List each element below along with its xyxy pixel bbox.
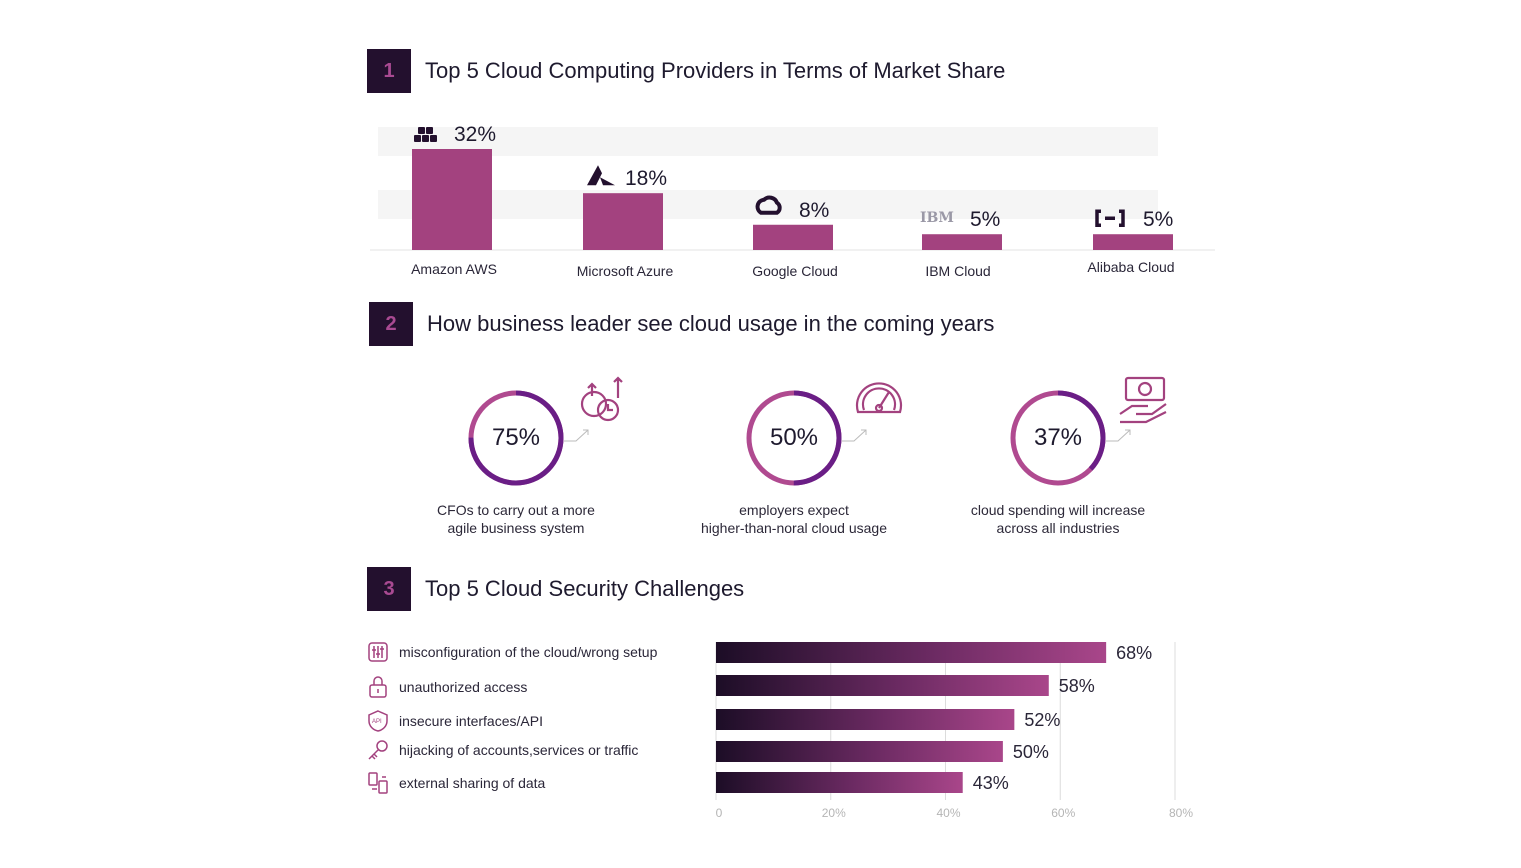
alibaba-cloud-logo-icon bbox=[1095, 209, 1125, 227]
stat-value: 50% bbox=[769, 424, 819, 451]
stat-description-line: employers expect bbox=[739, 502, 849, 518]
settings-sliders-icon bbox=[368, 642, 388, 662]
challenge-bar bbox=[716, 675, 1049, 696]
stat-ring: 37% bbox=[1008, 388, 1108, 488]
section-title: Top 5 Cloud Computing Providers in Terms… bbox=[425, 58, 1006, 83]
arrow-icon bbox=[1106, 429, 1131, 442]
challenge-row: API insecure interfaces/API bbox=[366, 709, 543, 733]
value-label: 32% bbox=[454, 123, 496, 146]
value-label: 5% bbox=[970, 208, 1000, 231]
challenge-bar bbox=[716, 772, 963, 793]
speedometer-icon bbox=[855, 382, 903, 414]
category-label: IBM Cloud bbox=[925, 263, 990, 279]
category-label: Google Cloud bbox=[752, 263, 838, 279]
x-tick-label: 20% bbox=[822, 806, 846, 820]
section-2-heading: 2 How business leader see cloud usage in… bbox=[369, 302, 994, 346]
challenge-label: insecure interfaces/API bbox=[399, 713, 543, 729]
stat-value: 75% bbox=[491, 424, 541, 451]
x-tick-label: 0 bbox=[716, 806, 723, 820]
bar bbox=[1093, 234, 1173, 250]
arrow-icon bbox=[842, 429, 867, 442]
challenge-label: external sharing of data bbox=[399, 775, 546, 791]
stat-description: cloud spending will increase across all i… bbox=[928, 501, 1188, 537]
value-label: 50% bbox=[1013, 742, 1049, 762]
section-number-badge: 2 bbox=[369, 302, 413, 346]
arrow-icon bbox=[564, 429, 589, 442]
padlock-icon bbox=[369, 676, 387, 698]
gear-clock-growth-icon bbox=[580, 376, 623, 422]
category-label: Alibaba Cloud bbox=[1087, 259, 1174, 275]
device-share-icon bbox=[368, 772, 388, 794]
bar bbox=[412, 149, 492, 250]
stat-description-line: cloud spending will increase bbox=[970, 502, 1146, 518]
value-label: 43% bbox=[973, 773, 1009, 793]
challenge-bar bbox=[716, 642, 1107, 663]
challenge-row: hijacking of accounts,services or traffi… bbox=[366, 738, 638, 762]
bar bbox=[753, 224, 833, 250]
value-label: 58% bbox=[1059, 676, 1095, 696]
svg-text:API: API bbox=[372, 719, 382, 725]
challenge-label: unauthorized access bbox=[399, 679, 528, 695]
key-icon bbox=[368, 740, 388, 760]
section-3-heading: 3 Top 5 Cloud Security Challenges bbox=[367, 567, 744, 611]
x-tick-label: 80% bbox=[1169, 806, 1193, 820]
section-title: How business leader see cloud usage in t… bbox=[427, 311, 995, 336]
x-tick-label: 60% bbox=[1051, 806, 1075, 820]
value-label: 68% bbox=[1116, 643, 1152, 663]
section-1-heading: 1 Top 5 Cloud Computing Providers in Ter… bbox=[367, 49, 1005, 93]
stat-description: CFOs to carry out a more agile business s… bbox=[386, 501, 646, 537]
ring-progress bbox=[468, 390, 564, 486]
stat-description-line: across all industries bbox=[996, 520, 1120, 536]
stat-description: employers expect higher-than-noral cloud … bbox=[664, 501, 924, 537]
x-tick-label: 40% bbox=[936, 806, 960, 820]
aws-logo-icon bbox=[414, 127, 437, 142]
stat-description-line: higher-than-noral cloud usage bbox=[700, 520, 887, 536]
challenge-bar bbox=[716, 709, 1015, 730]
google-cloud-logo-icon bbox=[755, 195, 782, 215]
background-band bbox=[378, 127, 1158, 156]
value-label: 8% bbox=[799, 199, 829, 222]
category-label: Microsoft Azure bbox=[577, 263, 674, 279]
ibm-logo-icon: IBM bbox=[920, 210, 954, 226]
bar bbox=[583, 193, 663, 250]
bar bbox=[922, 234, 1002, 250]
challenge-row: unauthorized access bbox=[366, 675, 527, 699]
ring-progress bbox=[746, 390, 842, 486]
challenge-row: misconfiguration of the cloud/wrong setu… bbox=[366, 640, 657, 664]
challenge-row: external sharing of data bbox=[366, 771, 545, 795]
stat-ring: 50% bbox=[744, 388, 844, 488]
category-label: Amazon AWS bbox=[411, 261, 497, 277]
stat-value: 37% bbox=[1033, 424, 1083, 451]
value-label: 52% bbox=[1024, 710, 1060, 730]
svg-text:IBM: IBM bbox=[920, 210, 954, 226]
challenge-label: hijacking of accounts,services or traffi… bbox=[399, 742, 639, 758]
stat-description-line: agile business system bbox=[447, 520, 585, 536]
stat-description-line: CFOs to carry out a more bbox=[437, 502, 595, 518]
api-shield-icon: API bbox=[368, 710, 388, 732]
value-label: 5% bbox=[1143, 208, 1173, 231]
section-number-badge: 1 bbox=[367, 49, 411, 93]
section-number-badge: 3 bbox=[367, 567, 411, 611]
value-label: 18% bbox=[625, 167, 667, 190]
hand-money-icon bbox=[1119, 376, 1167, 424]
stat-ring: 75% bbox=[466, 388, 566, 488]
section-title: Top 5 Cloud Security Challenges bbox=[425, 576, 745, 601]
challenge-label: misconfiguration of the cloud/wrong setu… bbox=[399, 644, 658, 660]
azure-logo-icon bbox=[587, 165, 615, 186]
ring-progress bbox=[1010, 390, 1106, 486]
market-share-bar-chart: 32% Amazon AWS 18% Microsoft Azure 8% Google … bbox=[370, 123, 1215, 279]
challenge-bar bbox=[716, 741, 1003, 762]
